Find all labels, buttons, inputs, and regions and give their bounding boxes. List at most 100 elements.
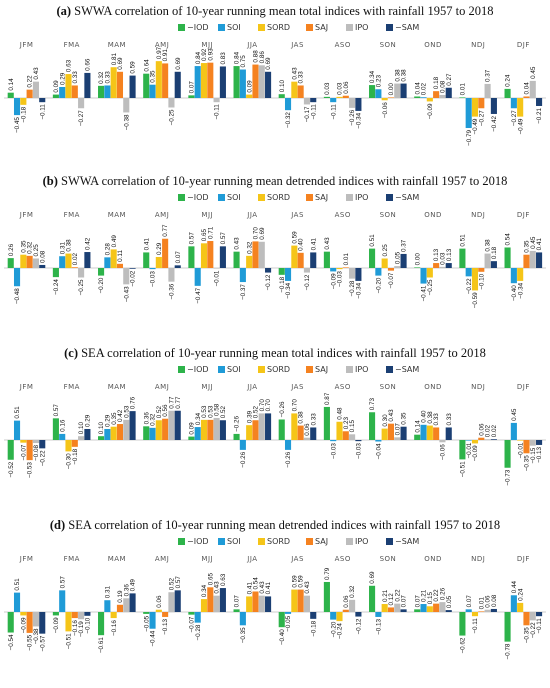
bar [143, 612, 150, 614]
bar [336, 268, 343, 270]
bar [439, 94, 446, 98]
bar [426, 606, 433, 612]
bar [7, 612, 14, 633]
data-label: 0.35 [401, 412, 408, 425]
data-label: −0.27 [78, 110, 85, 126]
category-label: JFM [19, 41, 34, 49]
data-label: 0.01 [343, 253, 350, 266]
legend-item: −IOD [178, 365, 209, 374]
category-label: AMJ [155, 41, 169, 49]
legend-item: SAJ [306, 537, 328, 546]
data-label: 0.29 [85, 414, 92, 427]
legend-label: −IOD [187, 193, 209, 202]
category-label: MAM [108, 555, 126, 563]
bar [400, 609, 407, 612]
data-label: 0.32 [98, 71, 105, 84]
legend-swatch [346, 24, 353, 31]
bar [78, 612, 85, 620]
bar [291, 245, 298, 268]
bar [116, 424, 124, 440]
data-label: 0.08 [39, 250, 46, 263]
bar [123, 419, 130, 440]
data-label: 0.69 [117, 57, 124, 70]
bar [433, 427, 440, 440]
bar [369, 412, 376, 440]
legend-label: SOI [227, 193, 241, 202]
legend-label: IPO [355, 193, 368, 202]
panel-b: (b) SWWA correlation of 10-year running … [4, 174, 546, 308]
data-label: −0.26 [279, 401, 286, 417]
data-label: 0.77 [169, 396, 176, 409]
legend-swatch [306, 538, 313, 545]
data-label: 0.15 [427, 592, 434, 605]
bar [445, 87, 452, 98]
data-label: 0.51 [14, 578, 21, 591]
bar [355, 440, 362, 442]
bar [426, 98, 433, 102]
data-label: −0.12 [356, 618, 363, 634]
data-label: −0.34 [356, 112, 363, 128]
legend-label: −IOD [187, 23, 209, 32]
data-label: 0.41 [265, 582, 272, 595]
data-label: −0.34 [356, 282, 363, 298]
bar [484, 83, 491, 98]
bar [355, 612, 362, 617]
bar [65, 612, 72, 632]
data-label: 0.70 [253, 227, 260, 240]
bar [149, 427, 156, 440]
category-label: OND [424, 383, 442, 391]
bar [400, 253, 407, 268]
bar [194, 612, 201, 623]
bar [439, 266, 446, 268]
bar [297, 85, 304, 98]
data-label: −0.01 [517, 442, 524, 458]
bar [59, 256, 66, 268]
data-label: −0.73 [505, 469, 512, 485]
data-label: −0.26 [240, 451, 247, 467]
data-label: 0.51 [460, 234, 467, 247]
data-label: 0.66 [85, 58, 92, 71]
bar [303, 595, 310, 612]
category-label: NDJ [471, 555, 485, 563]
data-label: −0.32 [285, 112, 292, 128]
bar [265, 71, 272, 98]
data-label: 0.59 [298, 575, 305, 588]
bar [342, 431, 349, 440]
data-label: −0.03 [150, 271, 157, 287]
category-label: JJA [246, 555, 257, 563]
data-label: 0.83 [220, 52, 227, 65]
data-label: 0.64 [143, 59, 150, 72]
bar [323, 406, 330, 440]
bar [123, 598, 130, 612]
data-label: 0.65 [207, 573, 214, 586]
bar [200, 63, 208, 98]
bar [246, 596, 253, 612]
bar [219, 66, 226, 98]
bar [529, 80, 536, 98]
bar [84, 252, 91, 268]
data-label: −0.43 [123, 286, 130, 302]
bar [219, 246, 226, 268]
bar [52, 268, 59, 278]
data-label: 0.69 [259, 227, 266, 240]
legend-swatch [346, 366, 353, 373]
data-label: −0.26 [349, 109, 356, 125]
data-label: 0.56 [162, 404, 169, 417]
bar [342, 267, 349, 268]
data-label: 0.57 [59, 576, 66, 589]
data-label: 0.06 [156, 595, 163, 608]
data-label: −0.45 [14, 117, 21, 133]
bar [265, 268, 272, 273]
data-label: −0.35 [240, 627, 247, 643]
data-label: −0.22 [530, 622, 537, 638]
data-label: −0.40 [279, 629, 286, 645]
bar [426, 268, 433, 278]
legend-item: SORD [258, 23, 290, 32]
data-label: −0.28 [195, 624, 202, 640]
category-label: NDJ [471, 383, 485, 391]
bar [104, 257, 111, 268]
data-label: −0.34 [517, 282, 524, 298]
legend-label: −SAM [395, 193, 419, 202]
bar [104, 428, 111, 440]
data-label: −0.55 [27, 634, 34, 650]
